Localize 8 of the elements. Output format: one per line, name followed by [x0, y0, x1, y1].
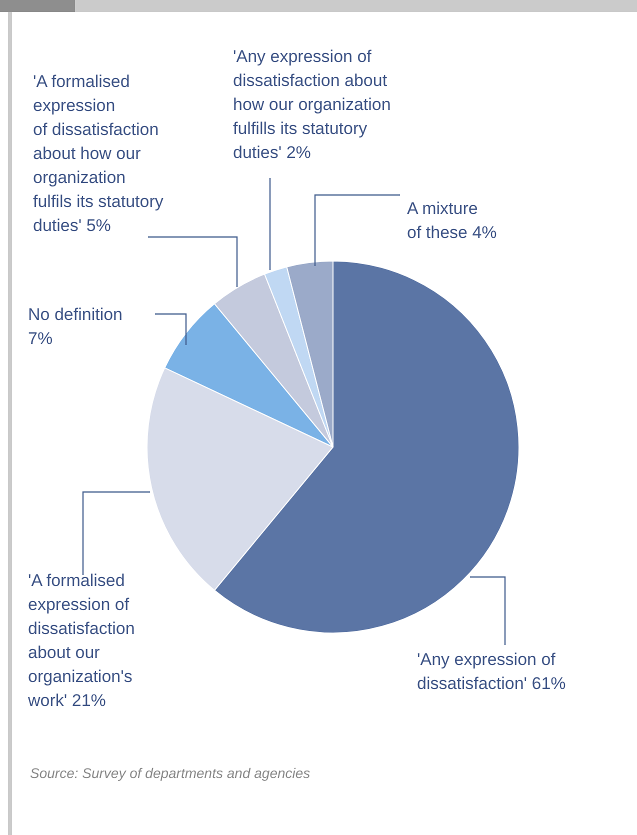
slice-label: 'A formalised expression of dissatisfaction about our organization's work' 21% — [27, 571, 135, 710]
slice-label: 'A formalised expression of dissatisfaction about how our organization fulfils its statutory duties' 5% — [33, 72, 164, 235]
data-label: 7% — [28, 329, 53, 348]
slice-label: 'Any expression of dissatisfaction about how our organization fulfills its statutory duties' 2% — [233, 47, 391, 162]
slice-label: A mixture of these 4% — [407, 199, 497, 242]
slice-label: 'Any expression of dissatisfaction' 61% — [417, 650, 566, 693]
slice-label: No definition — [28, 305, 123, 324]
source-note: Source: Survey of departments and agencies — [30, 765, 310, 781]
